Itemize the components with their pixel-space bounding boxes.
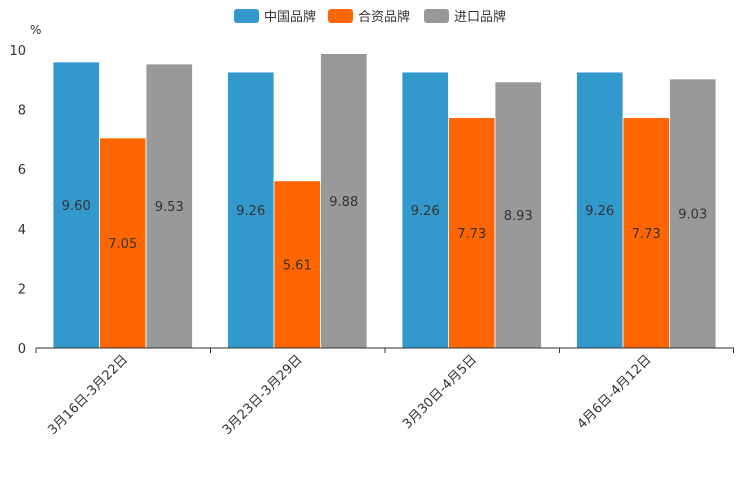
y-tick-label: 2 xyxy=(18,282,26,297)
legend-swatch-1[interactable] xyxy=(234,9,259,23)
x-category-label: 3月30日-4月5日 xyxy=(400,352,480,432)
data-label: 9.26 xyxy=(236,204,265,219)
bar-2-1[interactable] xyxy=(99,137,147,349)
bar-1-1[interactable] xyxy=(52,61,100,349)
y-axis: 0 2 4 6 8 10 xyxy=(9,44,26,357)
x-category-label: 3月23日-3月29日 xyxy=(220,352,306,438)
data-label: 9.60 xyxy=(62,199,91,214)
data-label: 9.03 xyxy=(678,207,707,222)
y-tick-label: 0 xyxy=(18,342,26,357)
legend-swatch-2[interactable] xyxy=(328,9,353,23)
legend-swatch-3[interactable] xyxy=(424,9,449,23)
bar-2-2[interactable] xyxy=(273,180,321,349)
data-label: 7.73 xyxy=(632,227,661,242)
y-tick-label: 8 xyxy=(18,104,26,119)
data-label: 9.26 xyxy=(411,204,440,219)
y-tick-label: 6 xyxy=(18,163,26,178)
data-label: 7.05 xyxy=(108,237,137,252)
data-label: 7.73 xyxy=(457,227,486,242)
data-label: 9.26 xyxy=(585,204,614,219)
bars: 9.60 7.05 9.53 9.26 5.61 9.88 9.26 7.73 8.93 9.26… xyxy=(52,53,717,349)
bar-3-2[interactable] xyxy=(320,53,368,349)
y-unit-label: % xyxy=(30,23,41,37)
bar-1-4[interactable] xyxy=(576,71,624,349)
bar-3-1[interactable] xyxy=(145,63,193,349)
x-axis: 3月16日-3月22日 3月23日-3月29日 3月30日-4月5日 4月6日-4月1… xyxy=(35,347,734,438)
y-tick-label: 10 xyxy=(9,44,26,59)
legend-label-3[interactable]: 进口品牌 xyxy=(454,9,506,25)
legend-label-1[interactable]: 中国品牌 xyxy=(264,9,316,25)
data-label: 5.61 xyxy=(283,258,312,273)
x-category-label: 4月6日-4月12日 xyxy=(575,352,655,432)
legend: 中国品牌 合资品牌 进口品牌 xyxy=(234,9,506,25)
bar-2-3[interactable] xyxy=(448,117,496,349)
x-category-label: 3月16日-3月22日 xyxy=(45,352,131,438)
bar-1-2[interactable] xyxy=(227,71,275,349)
y-tick-label: 4 xyxy=(18,223,26,238)
legend-label-2[interactable]: 合资品牌 xyxy=(358,9,410,25)
data-label: 9.53 xyxy=(155,200,184,215)
data-label: 9.88 xyxy=(329,195,358,210)
data-label: 8.93 xyxy=(504,209,533,224)
bar-3-4[interactable] xyxy=(669,78,717,349)
